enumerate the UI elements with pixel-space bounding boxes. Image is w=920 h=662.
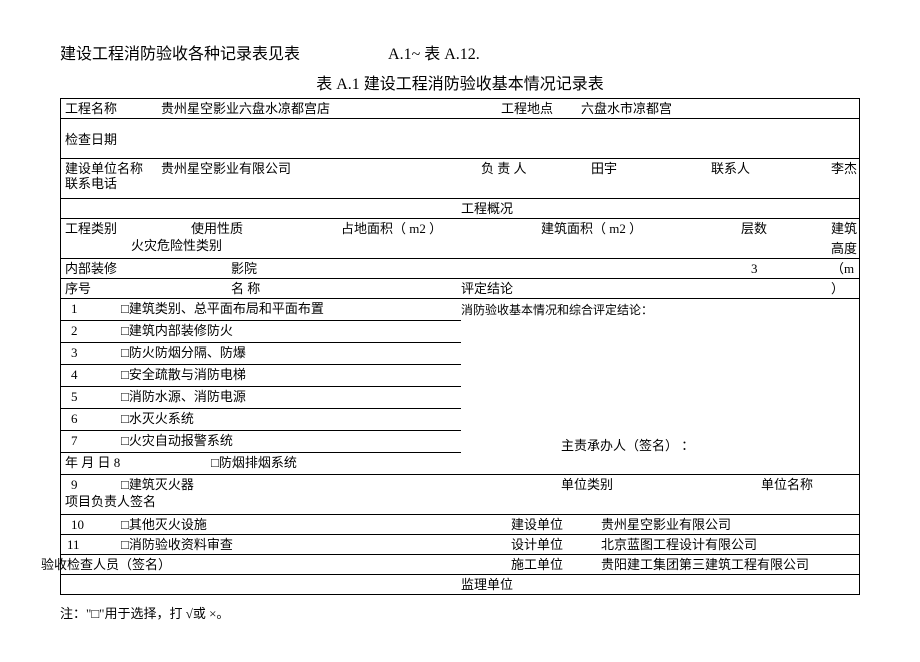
value-contact: 李杰 — [831, 159, 857, 179]
label-location: 工程地点 — [501, 99, 553, 119]
seq-6: 6 — [71, 409, 78, 429]
seq-11: 11 — [67, 535, 80, 555]
seq-4: 4 — [71, 365, 78, 385]
value-location: 六盘水市凉都宫 — [581, 99, 672, 119]
label-decoration: 内部装修 — [65, 259, 117, 279]
footnote: 注："□"用于选择，打 √或 ×。 — [60, 603, 860, 622]
item-11: □消防验收资料审查 — [121, 535, 233, 555]
seq-5: 5 — [71, 387, 78, 407]
item-7: □火灾自动报警系统 — [121, 431, 233, 451]
page-heading: 建设工程消防验收各种记录表见表 A.1~ 表 A.12. — [60, 40, 860, 64]
label-land-area: 占地面积（ m2 ） — [341, 219, 442, 239]
label-supervise-u: 监理单位 — [461, 575, 513, 595]
table-title: 表 A.1 建设工程消防验收基本情况记录表 — [60, 70, 860, 94]
value-design-u: 北京蓝图工程设计有限公司 — [601, 535, 757, 555]
label-construct-u: 施工单位 — [511, 555, 563, 575]
value-decoration: 影院 — [231, 259, 257, 279]
label-name: 名 称 — [231, 279, 260, 299]
label-seq: 序号 — [65, 279, 91, 299]
item-3: □防火防烟分隔、防爆 — [121, 343, 246, 363]
item-1: □建筑类别、总平面布局和平面布置 — [121, 299, 324, 319]
heading-left: 建设工程消防验收各种记录表见表 — [60, 46, 300, 63]
item-4: □安全疏散与消防电梯 — [121, 365, 246, 385]
label-conclusion: 评定结论 — [461, 279, 513, 299]
conclusion-text: 消防验收基本情况和综合评定结论： — [461, 301, 653, 318]
label-design-u: 设计单位 — [511, 535, 563, 555]
label-type: 工程类别 — [65, 219, 117, 239]
label-unit-name: 单位名称 — [761, 475, 813, 495]
label-build-area: 建筑面积（ m2 ） — [541, 219, 642, 239]
item-8: □防烟排烟系统 — [211, 453, 297, 473]
item-5: □消防水源、消防电源 — [121, 387, 246, 407]
value-build-u: 贵州星空影业有限公司 — [601, 515, 731, 535]
item-2: □建筑内部装修防火 — [121, 321, 233, 341]
label-manager: 负 责 人 — [481, 159, 527, 179]
seq-8-pre: 年 月 日 8 — [65, 453, 120, 473]
heading-right: A.1~ 表 A.12. — [388, 46, 480, 63]
seq-3: 3 — [71, 343, 78, 363]
value-build-unit: 贵州星空影业有限公司 — [161, 159, 291, 179]
form-table: 工程名称 贵州星空影业六盘水凉都宫店 工程地点 六盘水市凉都宫 检查日期 建设单… — [60, 98, 860, 595]
value-floors: 3 — [751, 259, 758, 279]
label-floors: 层数 — [741, 219, 767, 239]
label-unit-type: 单位类别 — [561, 475, 613, 495]
item-6: □水灭火系统 — [121, 409, 194, 429]
label-build-u: 建设单位 — [511, 515, 563, 535]
seq-7: 7 — [71, 431, 78, 451]
item-10: □其他灭火设施 — [121, 515, 207, 535]
label-inspectors: 验收检查人员（签名） — [41, 555, 171, 575]
value-project-name: 贵州星空影业六盘水凉都宫店 — [161, 99, 330, 119]
label-overview: 工程概况 — [461, 199, 513, 219]
sign-handler: 主责承办人（签名） ： — [561, 435, 694, 454]
value-manager: 田宇 — [591, 159, 617, 179]
value-construct-u: 贵阳建工集团第三建筑工程有限公司 — [601, 555, 809, 575]
label-project-name: 工程名称 — [65, 99, 117, 119]
seq-10: 10 — [71, 515, 84, 535]
seq-2: 2 — [71, 321, 78, 341]
label-contact: 联系人 — [711, 159, 750, 179]
seq-1: 1 — [71, 299, 78, 319]
